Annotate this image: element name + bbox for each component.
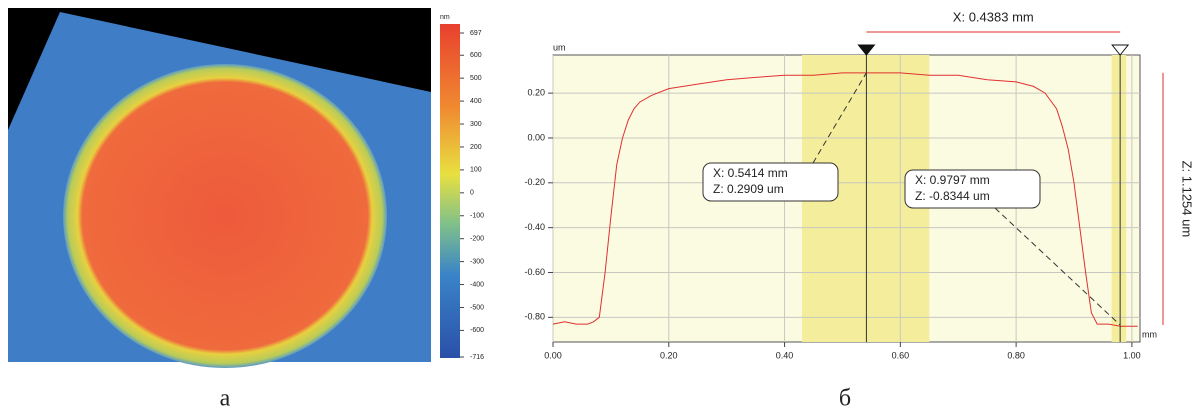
colorbar-tick-label: 500 <box>470 75 482 82</box>
x-tick-label: 0.00 <box>544 350 562 360</box>
y-axis-label: um <box>553 42 566 52</box>
leader-line <box>812 72 867 164</box>
caption: а <box>220 386 231 412</box>
y-tick-label: 0.20 <box>527 87 545 97</box>
y-tick-label: -0.60 <box>524 267 545 277</box>
y-tick-label: 0.00 <box>527 132 545 142</box>
colorbar <box>440 24 460 358</box>
y-tick-label: -0.40 <box>524 222 545 232</box>
dz-label: Z: 1.1254 um <box>1180 161 1195 238</box>
dx-label: X: 0.4383 mm <box>953 9 1034 24</box>
profile-line <box>552 72 1138 327</box>
colorbar-tick-label: -400 <box>470 281 484 288</box>
colorbar-tick-label: 300 <box>470 121 482 128</box>
cursor-x-label: X: 0.5414 mm <box>713 166 788 180</box>
colorbar-tick-label: -100 <box>470 213 484 220</box>
cursor-readout <box>904 169 1041 209</box>
x-tick-label: 0.40 <box>776 350 794 360</box>
x-tick-label: 1.00 <box>1123 350 1141 360</box>
cursor-readout <box>702 162 839 202</box>
colorbar-tick-label: 0 <box>470 190 474 197</box>
x-axis-label: mm <box>1142 329 1157 339</box>
cursor-z-label: Z: 0.2909 um <box>713 182 784 196</box>
highlight-band <box>1111 55 1127 342</box>
colorbar-tick-label: -300 <box>470 258 484 265</box>
y-tick-label: -0.20 <box>524 177 545 187</box>
x-tick-label: 0.80 <box>1007 350 1025 360</box>
disc <box>63 64 387 368</box>
caption: б <box>839 386 851 412</box>
colorbar-tick-label: -200 <box>470 236 484 243</box>
colorbar-tick-label: -500 <box>470 304 484 311</box>
profile-plot: 0.00 0.20 0.40 0.60 0.80 1.00 0.20 0.00 -0.20 -0.… <box>524 9 1194 411</box>
height-map <box>8 8 460 368</box>
cursor-handle <box>857 44 876 56</box>
x-tick-label: 0.60 <box>892 350 910 360</box>
colorbar-tick-label: -600 <box>470 327 484 334</box>
cursor-x-label: X: 0.9797 mm <box>915 173 990 187</box>
colorbar-unit: nm <box>440 14 450 21</box>
y-tick-label: -0.80 <box>524 312 545 322</box>
colorbar-tick-label: 200 <box>470 144 482 151</box>
leader-line <box>994 207 1121 326</box>
colorbar-tick-label: 697 <box>470 30 482 37</box>
colorbar-tick-label: 400 <box>470 98 482 105</box>
cursor-z-label: Z: -0.8344 um <box>915 189 990 203</box>
cursor-handle <box>1111 44 1130 56</box>
colorbar-tick-label: 100 <box>470 167 482 174</box>
x-tick-label: 0.20 <box>660 350 678 360</box>
colorbar-tick-label: -716 <box>470 354 484 361</box>
colorbar-tick-label: 600 <box>470 52 482 59</box>
